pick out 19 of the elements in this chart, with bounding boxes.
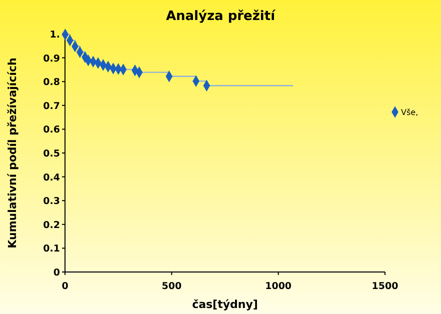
y-tick-label: 0.9 <box>43 53 60 64</box>
y-tick-label: 1. <box>50 30 60 40</box>
chart-title: Analýza přežití <box>166 9 277 24</box>
x-tick-label: 1500 <box>372 281 399 292</box>
y-tick-label: 0.1 <box>43 244 60 255</box>
y-tick-label: 0.2 <box>43 220 60 231</box>
y-tick-label: 0.8 <box>43 77 60 88</box>
y-tick-label: 0.6 <box>43 124 60 136</box>
y-tick-label: 0.7 <box>43 100 60 112</box>
legend-label: Vše, <box>401 108 418 117</box>
x-tick-label: 500 <box>162 281 182 292</box>
x-tick-label: 1000 <box>265 281 292 292</box>
y-tick-label: 0.3 <box>43 196 60 208</box>
y-tick-label: 0.5 <box>43 148 60 160</box>
y-tick-label: 0 <box>53 268 60 278</box>
x-axis-title: čas[týdny] <box>192 298 258 311</box>
x-tick-label: 0 <box>62 281 69 292</box>
y-axis-title: Kumulativní podíl přežívajících <box>6 58 19 248</box>
y-tick-label: 0.4 <box>43 172 60 184</box>
